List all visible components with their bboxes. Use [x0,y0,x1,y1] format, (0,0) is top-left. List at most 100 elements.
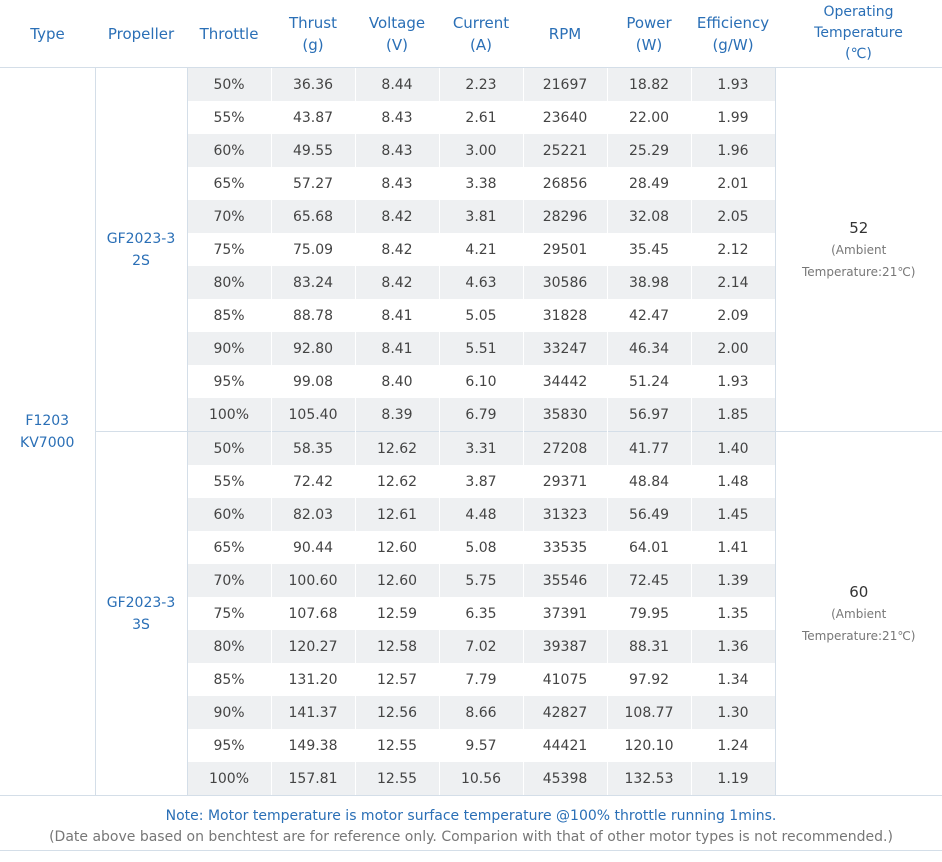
ambient-note: (Ambient [831,606,887,621]
voltage-cell: 8.44 [355,67,440,101]
table-row: 70% 100.60 12.60 5.75 35546 72.45 1.39 [0,564,942,597]
current-cell: 4.21 [439,233,524,266]
current-cell: 3.00 [439,134,524,167]
thrust-cell: 90.44 [271,531,356,564]
current-cell: 10.56 [439,762,524,795]
current-cell: 8.66 [439,696,524,729]
current-cell: 3.38 [439,167,524,200]
throttle-cell: 85% [187,299,272,332]
thrust-cell: 57.27 [271,167,356,200]
power-cell: 42.47 [607,299,692,332]
current-cell: 7.02 [439,630,524,663]
efficiency-cell: 1.85 [691,398,775,432]
table-row: GF2023-3 3S 50% 58.35 12.62 3.31 27208 41.77 1.4… [0,431,942,795]
efficiency-cell: 1.93 [717,373,749,390]
throttle-cell: 75% [187,597,272,630]
efficiency-cell: 2.05 [691,200,775,233]
current-cell: 4.48 [439,498,524,531]
power-cell: 88.31 [607,630,692,663]
thrust-cell: 131.20 [271,663,356,696]
rpm-cell: 44421 [523,729,608,762]
voltage-cell: 12.57 [355,663,440,696]
thrust-cell: 83.24 [271,266,356,299]
thrust-cell: 43.87 [271,101,356,134]
thrust-cell: 36.36 [271,67,356,101]
power-cell: 38.98 [607,266,692,299]
table-row: 55% 43.87 8.43 2.61 23640 22.00 1.99 [0,101,942,134]
power-cell: 22.00 [607,101,692,134]
rpm-cell: 29501 [523,233,608,266]
table-row: 100% 105.40 8.39 6.79 35830 56.97 1.85 [0,398,942,432]
thrust-cell: 65.68 [271,200,356,233]
current-cell: 4.63 [439,266,524,299]
power-cell: 35.45 [607,233,692,266]
operating-temperature-cell: 52 (Ambient Temperature:21℃) [774,67,942,432]
efficiency-cell: 1.30 [691,696,775,729]
header-propeller: Propeller [95,0,187,68]
rpm-cell: 21697 [523,67,608,101]
rpm-cell: 23640 [523,101,608,134]
efficiency-cell: 2.12 [717,241,749,258]
table-row: 100% 157.81 12.55 10.56 45398 132.53 1.19 [0,762,942,795]
table-row: 70% 65.68 8.42 3.81 28296 32.08 2.05 [0,200,942,233]
table-row: 60% 49.55 8.43 3.00 25221 25.29 1.96 [0,134,942,167]
table-row: 60% 82.03 12.61 4.48 31323 56.49 1.45 [0,498,942,531]
table-row: 85% 88.78 8.41 5.05 31828 42.47 2.09 [0,299,942,332]
rpm-cell: 33535 [523,531,608,564]
current-cell: 5.51 [439,332,524,365]
rpm-cell: 37391 [523,597,608,630]
thrust-cell: 105.40 [271,398,356,432]
power-cell: 72.45 [607,564,692,597]
table-row: F1203 KV7000 GF2023-3 2S 50% 36.36 8.44 2.23 216… [0,67,942,795]
header-voltage: Voltage (V) [355,0,439,68]
table-row: 90% 92.80 8.41 5.51 33247 46.34 2.00 [0,332,942,365]
propeller-cell: GF2023-3 2S [95,67,188,432]
efficiency-cell: 1.99 [717,109,749,126]
thrust-cell: 58.35 [271,431,356,465]
rpm-cell: 35546 [523,564,608,597]
current-cell: 2.23 [439,67,524,101]
power-cell: 97.92 [607,663,692,696]
voltage-cell: 8.41 [355,332,440,365]
thrust-cell: 72.42 [271,465,356,498]
throttle-cell: 85% [187,663,272,696]
throttle-cell: 80% [187,266,272,299]
motor-test-table: Type Propeller Throttle Thrust (g) Voltag… [0,0,942,795]
rpm-cell: 42827 [523,696,608,729]
efficiency-cell: 1.40 [691,431,775,465]
voltage-cell: 12.59 [355,597,440,630]
header-efficiency: Efficiency (g/W) [691,0,775,68]
current-cell: 2.61 [439,101,524,134]
rpm-cell: 33247 [523,332,608,365]
rpm-cell: 25221 [523,134,608,167]
throttle-cell: 55% [187,465,272,498]
power-cell: 120.10 [607,729,692,762]
header-row: Type Propeller Throttle Thrust (g) Voltag… [0,0,942,68]
throttle-cell: 65% [187,531,272,564]
current-cell: 5.75 [439,564,524,597]
rpm-cell: 30586 [523,266,608,299]
voltage-cell: 12.60 [355,564,440,597]
rpm-cell: 31828 [523,299,608,332]
operating-temperature-cell: 60 (Ambient Temperature:21℃) [774,431,942,795]
rpm-cell: 39387 [523,630,608,663]
temperature-value: 52 [849,218,869,237]
efficiency-cell: 1.36 [691,630,775,663]
thrust-cell: 92.80 [271,332,356,365]
rpm-cell: 35830 [523,398,608,432]
notes-section: Note: Motor temperature is motor surface… [0,795,942,851]
table-row: 75% 75.09 8.42 4.21 29501 35.45 2.12 [0,233,942,266]
voltage-cell: 12.61 [355,498,440,531]
throttle-cell: 55% [187,101,272,134]
rpm-cell: 41075 [523,663,608,696]
efficiency-cell: 2.01 [717,175,749,192]
throttle-cell: 100% [187,398,272,432]
efficiency-cell: 1.24 [717,737,749,754]
throttle-cell: 90% [187,332,272,365]
power-cell: 48.84 [607,465,692,498]
thrust-cell: 141.37 [271,696,356,729]
header-current: Current (A) [439,0,523,68]
rpm-cell: 31323 [523,498,608,531]
note-primary: Note: Motor temperature is motor surface… [165,808,777,824]
power-cell: 28.49 [607,167,692,200]
